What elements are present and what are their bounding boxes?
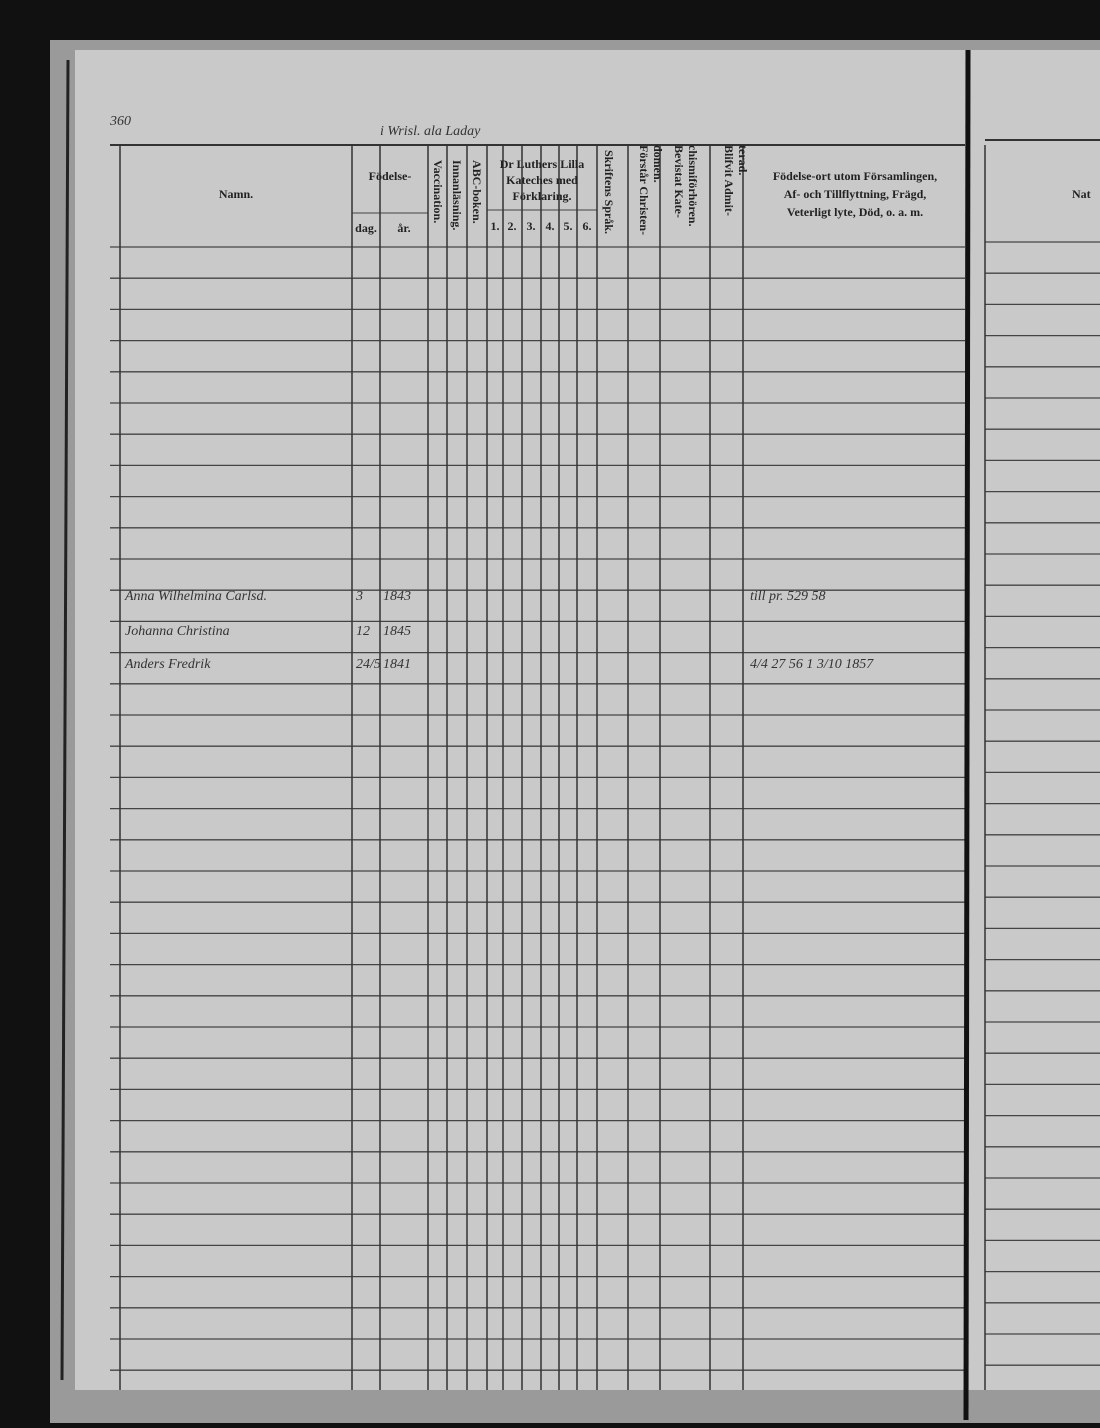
- header: Kateches med: [506, 173, 578, 187]
- header: Blifvit Admit-: [722, 145, 736, 216]
- header: Skriftens Språk.: [602, 150, 616, 234]
- header: Födelse-ort utom Församlingen,: [773, 169, 937, 183]
- entry-year: 1845: [383, 624, 411, 639]
- header: Förstår Christen-: [637, 145, 651, 235]
- header: Födelse-: [369, 169, 412, 183]
- entry-year: 1843: [383, 589, 411, 604]
- header: 3.: [527, 219, 536, 233]
- entry-note: till pr. 529 58: [750, 589, 825, 604]
- rule: [60, 59, 70, 1381]
- header: 2.: [508, 219, 517, 233]
- header: chismiförhören.: [686, 145, 700, 226]
- header: Förklaring.: [513, 189, 572, 203]
- header: ABC-boken.: [470, 160, 484, 224]
- header: 5.: [564, 219, 573, 233]
- header: Innanläsning.: [450, 160, 464, 230]
- entries: Anna Wilhelmina Carlsd. 3 1843 till pr. 529…: [124, 589, 874, 672]
- entry-name: Anna Wilhelmina Carlsd.: [124, 589, 267, 604]
- entry-day: 24/5: [356, 657, 381, 672]
- header: Af- och Tillflyttning, Frägd,: [784, 187, 927, 201]
- entry-name: Johanna Christina: [125, 624, 230, 639]
- header: dag.: [355, 221, 377, 235]
- entry-name: Anders Fredrik: [124, 657, 211, 672]
- entry-note: 4/4 27 56 1 3/10 1857: [750, 657, 874, 672]
- header: domen.: [651, 145, 665, 183]
- entry-day: 3: [355, 589, 363, 604]
- paper: [75, 50, 1100, 1390]
- header: Bevistat Kate-: [672, 145, 686, 218]
- header: Veterligt lyte, Död, o. a. m.: [787, 205, 923, 219]
- page-number: 360: [109, 114, 131, 129]
- header: terad.: [736, 145, 750, 175]
- grid: [60, 49, 1100, 1421]
- header: Namn.: [219, 187, 253, 201]
- entry-year: 1841: [383, 657, 411, 672]
- rule: [963, 49, 971, 1421]
- header: Nat: [1072, 187, 1091, 201]
- header: 4.: [546, 219, 555, 233]
- header: år.: [397, 221, 410, 235]
- header: 6.: [583, 219, 592, 233]
- entry-day: 12: [356, 624, 370, 639]
- header: Dr Luthers Lilla: [500, 157, 584, 171]
- header: 1.: [491, 219, 500, 233]
- header: Vaccination.: [431, 160, 445, 223]
- parish-heading: i Wrisl. ala Laday: [380, 124, 481, 139]
